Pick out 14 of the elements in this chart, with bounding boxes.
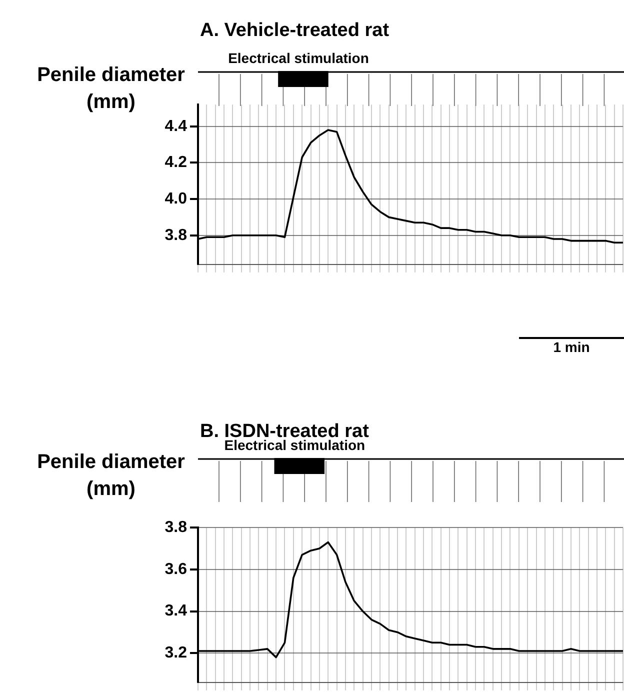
y-tick-label: 3.8 [164, 519, 188, 536]
y-tick-label: 3.8 [164, 226, 188, 244]
y-axis-title: Penile diameter (mm) [36, 63, 186, 115]
chart-title: A. Vehicle-treated rat [200, 20, 390, 42]
text: 1 min [552, 339, 591, 355]
y-axis-title: Penile diameter (mm) [36, 450, 186, 502]
y-tick-label: 4.0 [164, 190, 188, 208]
y-tick-label: 4.4 [164, 118, 188, 135]
text: Electrical stimulation [224, 437, 366, 453]
y-tick-label: 3.2 [164, 644, 188, 662]
text: Electrical stimulation [228, 50, 369, 66]
y-tick-label: 3.4 [164, 602, 188, 620]
y-tick-label: 4.2 [164, 154, 188, 172]
y-tick-label: 3.6 [164, 560, 188, 578]
